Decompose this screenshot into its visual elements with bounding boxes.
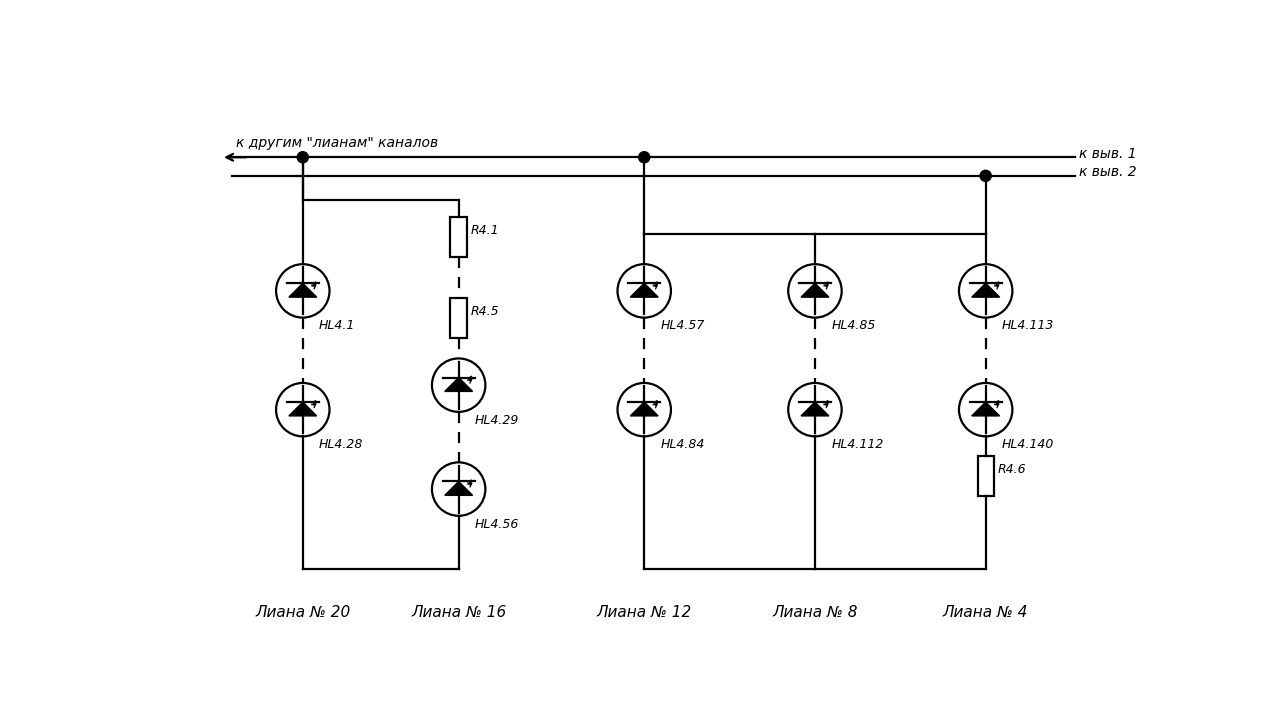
- Text: HL4.84: HL4.84: [661, 438, 705, 451]
- Text: Лиана № 12: Лиана № 12: [597, 605, 692, 620]
- Polygon shape: [445, 482, 472, 495]
- Circle shape: [639, 152, 649, 163]
- Text: HL4.85: HL4.85: [831, 320, 876, 333]
- Circle shape: [980, 170, 992, 181]
- Text: Лиана № 4: Лиана № 4: [943, 605, 1029, 620]
- Text: R4.1: R4.1: [471, 223, 499, 236]
- Polygon shape: [289, 283, 316, 297]
- Text: HL4.57: HL4.57: [661, 320, 705, 333]
- Text: HL4.28: HL4.28: [319, 438, 364, 451]
- Text: R4.6: R4.6: [998, 463, 1026, 476]
- Polygon shape: [630, 402, 658, 416]
- Text: Лиана № 16: Лиана № 16: [412, 605, 507, 620]
- Text: к выв. 1: к выв. 1: [1079, 147, 1137, 161]
- Polygon shape: [801, 283, 829, 297]
- Text: HL4.113: HL4.113: [1002, 320, 1055, 333]
- Text: HL4.1: HL4.1: [319, 320, 355, 333]
- Polygon shape: [972, 402, 999, 416]
- Text: R4.5: R4.5: [471, 305, 499, 318]
- Polygon shape: [445, 377, 472, 391]
- Text: Лиана № 8: Лиана № 8: [772, 605, 858, 620]
- Text: HL4.140: HL4.140: [1002, 438, 1055, 451]
- Polygon shape: [801, 402, 829, 416]
- Polygon shape: [630, 283, 658, 297]
- Circle shape: [297, 152, 309, 163]
- Polygon shape: [972, 283, 999, 297]
- Text: Лиана № 20: Лиана № 20: [255, 605, 350, 620]
- Text: HL4.29: HL4.29: [475, 414, 520, 427]
- Text: к выв. 2: к выв. 2: [1079, 165, 1137, 179]
- Text: к другим "лианам" каналов: к другим "лианам" каналов: [235, 136, 439, 150]
- Text: HL4.56: HL4.56: [475, 518, 520, 531]
- Text: HL4.112: HL4.112: [831, 438, 883, 451]
- Polygon shape: [289, 402, 316, 416]
